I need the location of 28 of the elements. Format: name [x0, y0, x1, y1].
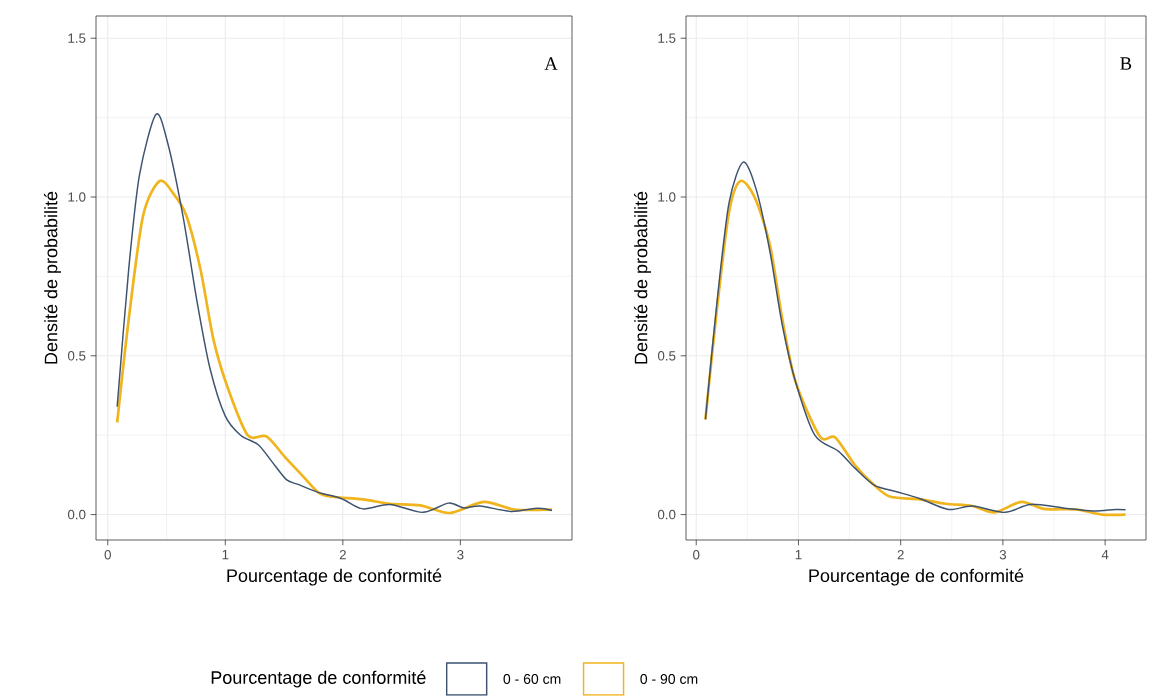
x-tick-label: 2	[897, 550, 904, 560]
y-tick-label: 1.0	[658, 192, 676, 202]
x-axis-title: Pourcentage de conformité	[227, 568, 442, 586]
y-axis-title: Densité de probabilité	[43, 191, 61, 364]
y-axis-title: Densité de probabilité	[633, 191, 651, 364]
legend-label: 0 - 90 cm	[640, 674, 698, 685]
legend-title: Pourcentage de conformité	[211, 670, 426, 688]
y-tick-label: 0.5	[67, 351, 86, 361]
x-tick-label: 3	[999, 550, 1007, 560]
y-tick-label: 0.0	[67, 510, 86, 520]
x-tick-label: 0	[104, 550, 111, 560]
x-tick-label: 4	[1101, 550, 1109, 560]
x-tick-label: 1	[795, 550, 802, 560]
y-tick-label: 1.0	[68, 192, 86, 202]
line-series	[116, 113, 553, 514]
y-tick-label: 1.5	[658, 33, 676, 44]
y-tick-label: 1.5	[68, 33, 86, 44]
x-tick-label: 0	[693, 550, 700, 560]
y-tick-label: 0.5	[657, 351, 676, 361]
x-tick-label: 1	[222, 550, 229, 560]
annotation: A	[544, 57, 558, 70]
x-axis-title: Pourcentage de conformité	[809, 568, 1024, 586]
y-tick-label: 0.0	[657, 510, 676, 520]
x-tick-label: 2	[339, 550, 346, 560]
x-tick-label: 3	[457, 550, 464, 560]
line-series	[115, 179, 554, 515]
legend-label: 0 - 60 cm	[503, 674, 561, 685]
annotation: B	[1120, 57, 1132, 70]
